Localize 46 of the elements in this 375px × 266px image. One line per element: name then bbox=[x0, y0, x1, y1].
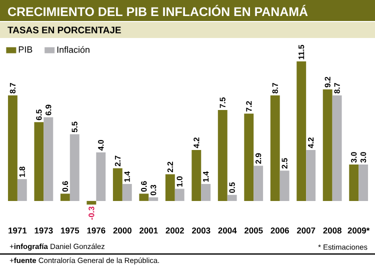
x-tick-label: 2005 bbox=[244, 228, 263, 234]
bar bbox=[174, 188, 184, 201]
bar bbox=[34, 122, 44, 201]
x-tick-label: 2000 bbox=[113, 228, 132, 234]
x-tick-label: 2001 bbox=[140, 228, 158, 234]
x-tick-label: 1976 bbox=[87, 228, 106, 234]
bar bbox=[306, 150, 316, 201]
bar bbox=[218, 110, 228, 201]
bar bbox=[296, 61, 306, 201]
bar bbox=[44, 117, 54, 201]
x-tick-label: 2009* bbox=[348, 228, 370, 234]
bar bbox=[192, 150, 202, 201]
x-tick-label: 2008 bbox=[323, 228, 342, 234]
bar bbox=[270, 95, 280, 201]
bar bbox=[358, 164, 368, 201]
chart-title: CRECIMIENTO DEL PIB E INFLACIÓN EN PANAMÁ bbox=[8, 4, 308, 16]
x-tick-label: 2004 bbox=[218, 228, 237, 234]
bar bbox=[165, 174, 175, 201]
bar bbox=[96, 152, 106, 201]
bar bbox=[112, 168, 122, 201]
bar bbox=[227, 194, 237, 201]
chart-subtitle: TASAS EN PORCENTAJE bbox=[8, 26, 121, 34]
bar bbox=[349, 164, 359, 201]
bar bbox=[254, 166, 264, 201]
bar bbox=[322, 89, 332, 201]
x-tick-label: 1975 bbox=[61, 228, 80, 234]
bar bbox=[201, 184, 211, 201]
bar bbox=[122, 184, 132, 201]
x-tick-label: 2007 bbox=[296, 228, 316, 234]
bar bbox=[280, 170, 290, 201]
bar bbox=[8, 95, 18, 201]
x-tick-label: 1973 bbox=[34, 228, 53, 234]
x-tick-label: 2002 bbox=[166, 228, 184, 234]
bar bbox=[332, 95, 342, 201]
bar bbox=[139, 194, 149, 201]
bar bbox=[60, 194, 70, 201]
bar bbox=[86, 200, 96, 205]
x-tick-label: 2006 bbox=[270, 228, 289, 234]
bar bbox=[17, 179, 27, 201]
bar bbox=[70, 134, 80, 201]
x-tick-label: 1971 bbox=[8, 228, 27, 234]
bar bbox=[148, 197, 158, 201]
legend-label: PIB bbox=[18, 46, 32, 53]
x-tick-label: 2003 bbox=[192, 228, 210, 234]
bar bbox=[244, 114, 254, 201]
legend-label: Inflación bbox=[57, 46, 90, 53]
